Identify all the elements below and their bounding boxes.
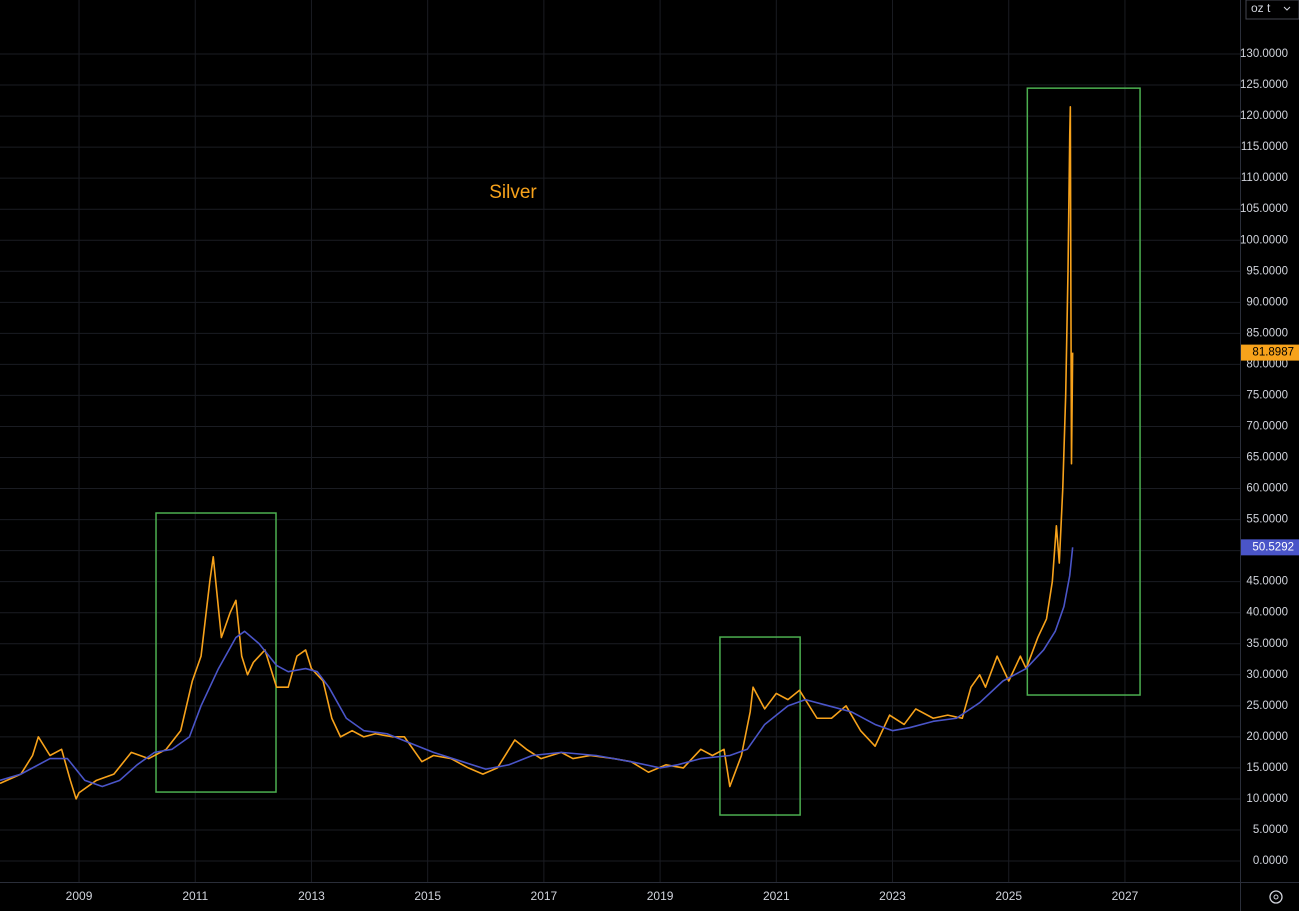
price-tag-label: 50.5292 [1252, 541, 1294, 553]
y-tick-label: 80.0000 [1246, 358, 1288, 370]
unit-box[interactable] [1245, 0, 1299, 20]
y-tick-label: 120.0000 [1240, 110, 1288, 122]
series-line [0, 105, 1074, 800]
x-tick-label: 2027 [1112, 889, 1139, 903]
y-tick-label: 75.0000 [1246, 389, 1288, 401]
y-tick-label: 125.0000 [1240, 79, 1288, 91]
y-tick-label: 20.0000 [1246, 731, 1288, 743]
x-tick-label: 2023 [879, 889, 906, 903]
y-tick-label: 105.0000 [1240, 203, 1288, 215]
y-tick-label: 25.0000 [1246, 700, 1288, 712]
y-tick-label: 10.0000 [1246, 793, 1288, 805]
settings-button[interactable] [1269, 890, 1283, 904]
y-tick-label: 90.0000 [1246, 296, 1288, 308]
x-tick-label: 2015 [414, 889, 441, 903]
y-tick-label: 65.0000 [1246, 452, 1288, 464]
x-tick-label: 2013 [298, 889, 325, 903]
highlight-box [719, 636, 801, 816]
y-tick-label: 40.0000 [1246, 607, 1288, 619]
x-tick-label: 2021 [763, 889, 790, 903]
y-tick-label: 85.0000 [1246, 327, 1288, 339]
dropdown-arrow[interactable] [1283, 6, 1291, 11]
y-tick-label: 130.0000 [1240, 48, 1288, 60]
x-tick-label: 2017 [531, 889, 558, 903]
y-tick-label: 60.0000 [1246, 483, 1288, 495]
chart-title: Silver [489, 182, 537, 203]
highlight-box [1026, 87, 1141, 696]
x-tick-label: 2019 [647, 889, 674, 903]
y-tick-label: 110.0000 [1241, 172, 1288, 184]
y-tick-label: 45.0000 [1246, 576, 1288, 588]
y-tick-label: 70.0000 [1246, 421, 1288, 433]
x-tick-label: 2009 [66, 889, 93, 903]
gear-icon[interactable] [1269, 890, 1283, 904]
y-tick-label: 100.0000 [1240, 234, 1288, 246]
price-tag-label: 81.8987 [1252, 347, 1294, 359]
price-tag [1241, 539, 1299, 556]
y-tick-label: 15.0000 [1246, 762, 1288, 774]
highlight-box [155, 512, 277, 793]
y-tick-label: 5.0000 [1253, 824, 1288, 836]
price-tag [1241, 344, 1299, 361]
x-tick-label: 2025 [995, 889, 1022, 903]
unit-selector[interactable]: oz t [1245, 0, 1299, 20]
y-tick-label: 35.0000 [1246, 638, 1288, 650]
y-tick-label: 95.0000 [1246, 265, 1288, 277]
y-tick-label: 30.0000 [1246, 669, 1288, 681]
y-tick-label: 115.0000 [1241, 141, 1288, 153]
unit-label[interactable]: oz t [1251, 1, 1271, 15]
y-tick-label: 55.0000 [1246, 514, 1288, 526]
x-tick-label: 2011 [182, 889, 208, 903]
y-tick-label: 0.0000 [1253, 855, 1288, 867]
gear-center[interactable] [1273, 894, 1279, 900]
series-line [0, 547, 1074, 788]
